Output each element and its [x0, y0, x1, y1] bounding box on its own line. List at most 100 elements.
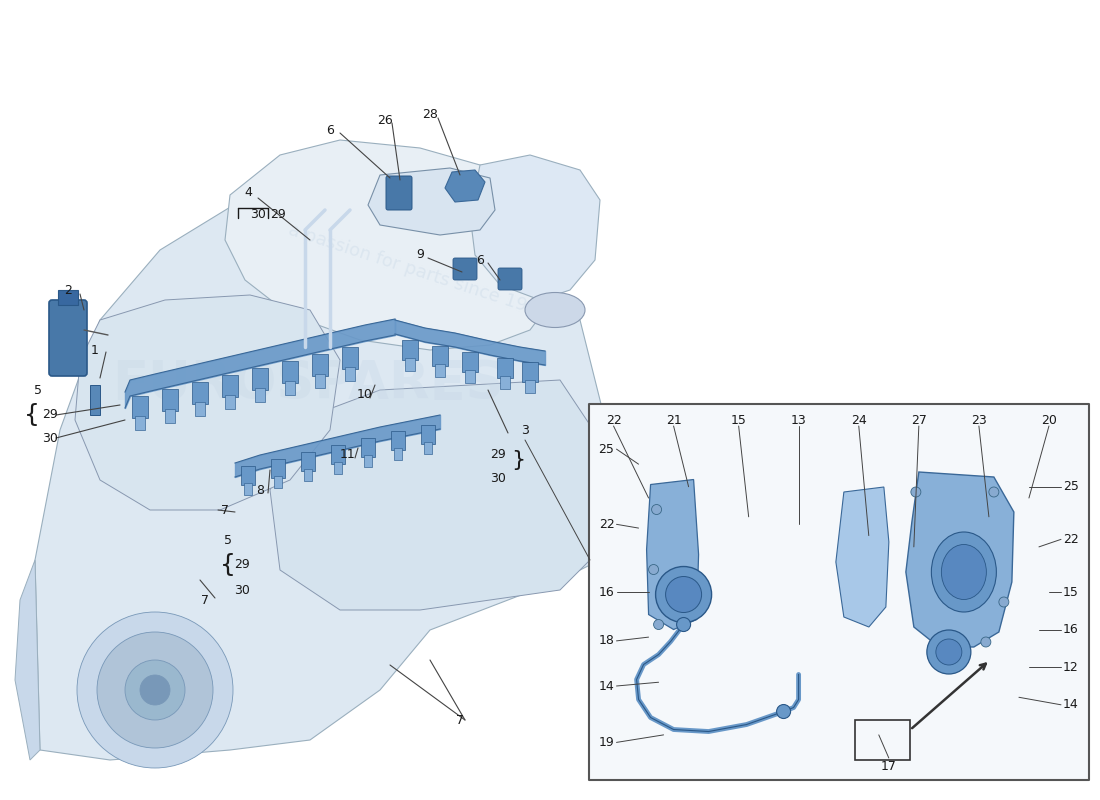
- Text: 19: 19: [598, 736, 615, 749]
- Polygon shape: [906, 472, 1014, 647]
- Bar: [402, 340, 418, 360]
- Circle shape: [97, 632, 213, 748]
- Text: 7: 7: [456, 714, 464, 726]
- Bar: [195, 402, 205, 416]
- Text: 14: 14: [1063, 698, 1079, 711]
- Text: 16: 16: [1063, 623, 1079, 636]
- Text: 18: 18: [598, 634, 615, 647]
- Circle shape: [927, 630, 971, 674]
- Text: 29: 29: [491, 449, 506, 462]
- Bar: [282, 361, 298, 383]
- Circle shape: [911, 487, 921, 497]
- Text: 30: 30: [234, 583, 250, 597]
- Bar: [522, 362, 538, 382]
- Polygon shape: [647, 479, 698, 630]
- Text: 6: 6: [476, 254, 484, 266]
- Bar: [285, 381, 295, 395]
- Bar: [90, 385, 100, 415]
- Text: 25: 25: [1063, 480, 1079, 494]
- Bar: [394, 448, 402, 460]
- Circle shape: [999, 597, 1009, 607]
- Bar: [331, 445, 345, 464]
- Circle shape: [989, 487, 999, 497]
- Text: 3: 3: [521, 423, 529, 437]
- Bar: [132, 396, 148, 418]
- Circle shape: [676, 618, 691, 631]
- Bar: [58, 290, 78, 305]
- Text: 29: 29: [42, 409, 58, 422]
- Bar: [421, 425, 434, 444]
- Bar: [165, 409, 175, 423]
- Text: 30: 30: [42, 431, 58, 445]
- Circle shape: [936, 639, 961, 665]
- Bar: [315, 374, 324, 388]
- Bar: [525, 380, 535, 393]
- Text: 17: 17: [881, 759, 896, 773]
- Text: 30: 30: [491, 471, 506, 485]
- Circle shape: [777, 705, 791, 718]
- Text: 20: 20: [1041, 414, 1057, 426]
- Text: 22: 22: [598, 518, 615, 531]
- Bar: [855, 720, 910, 760]
- Text: 5: 5: [224, 534, 232, 546]
- FancyBboxPatch shape: [498, 268, 522, 290]
- Text: 10: 10: [358, 389, 373, 402]
- Bar: [462, 352, 478, 372]
- Circle shape: [125, 660, 185, 720]
- Text: 28: 28: [422, 109, 438, 122]
- Text: 7: 7: [221, 503, 229, 517]
- Text: 22: 22: [1063, 533, 1079, 546]
- Text: EUROSPARES: EUROSPARES: [112, 358, 504, 410]
- Text: 13: 13: [791, 414, 806, 426]
- Text: 11: 11: [340, 449, 356, 462]
- Text: 12: 12: [1063, 661, 1079, 674]
- Text: }: }: [510, 450, 525, 470]
- Bar: [345, 367, 355, 381]
- Text: 27: 27: [911, 414, 927, 426]
- Bar: [135, 416, 145, 430]
- Bar: [274, 476, 282, 488]
- Bar: [162, 389, 178, 411]
- Text: 21: 21: [666, 414, 682, 426]
- Text: 4: 4: [244, 186, 252, 198]
- Circle shape: [77, 612, 233, 768]
- FancyBboxPatch shape: [453, 258, 477, 280]
- Text: 16: 16: [598, 586, 615, 598]
- Text: a passion for parts since 1982: a passion for parts since 1982: [286, 222, 550, 322]
- Text: 25: 25: [598, 442, 615, 456]
- Bar: [465, 370, 475, 383]
- Circle shape: [981, 637, 991, 647]
- Bar: [390, 431, 405, 450]
- Polygon shape: [35, 170, 611, 760]
- Bar: [252, 368, 268, 390]
- Polygon shape: [75, 295, 340, 510]
- Text: 9: 9: [416, 249, 424, 262]
- Text: 8: 8: [256, 483, 264, 497]
- Bar: [304, 469, 312, 481]
- Bar: [500, 376, 510, 389]
- Bar: [244, 483, 252, 495]
- FancyBboxPatch shape: [386, 176, 412, 210]
- Bar: [226, 395, 235, 409]
- Bar: [192, 382, 208, 404]
- Text: {: {: [24, 403, 40, 427]
- Bar: [361, 438, 375, 457]
- Ellipse shape: [525, 293, 585, 327]
- Bar: [301, 452, 315, 471]
- Polygon shape: [226, 140, 560, 350]
- Bar: [364, 455, 372, 467]
- Bar: [222, 375, 238, 397]
- Ellipse shape: [932, 532, 997, 612]
- Bar: [588, 404, 1089, 780]
- Bar: [334, 462, 342, 474]
- Text: 24: 24: [851, 414, 867, 426]
- Bar: [271, 459, 285, 478]
- Circle shape: [140, 675, 170, 705]
- Text: 29: 29: [271, 209, 286, 222]
- Text: 15: 15: [1063, 586, 1079, 598]
- Text: 23: 23: [971, 414, 987, 426]
- Text: 1: 1: [91, 343, 99, 357]
- Text: 30: 30: [250, 209, 266, 222]
- Text: 29: 29: [234, 558, 250, 571]
- Bar: [405, 358, 415, 371]
